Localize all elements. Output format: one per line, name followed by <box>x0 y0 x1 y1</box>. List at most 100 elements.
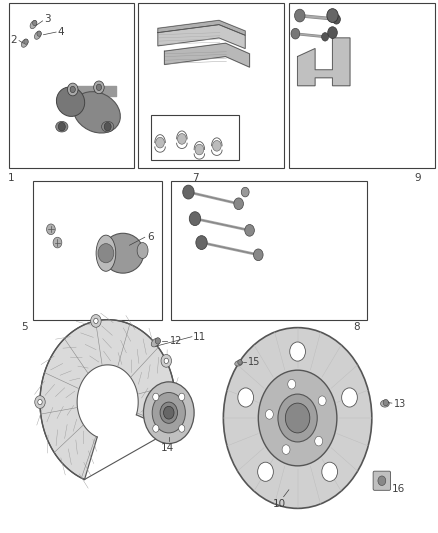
Circle shape <box>183 185 194 199</box>
Circle shape <box>290 342 305 361</box>
Circle shape <box>153 425 159 432</box>
Circle shape <box>67 83 78 96</box>
Ellipse shape <box>381 400 389 407</box>
Bar <box>151 115 239 160</box>
Text: 4: 4 <box>57 27 64 37</box>
Bar <box>289 3 435 168</box>
Text: 15: 15 <box>248 357 261 367</box>
Circle shape <box>58 123 65 131</box>
Ellipse shape <box>137 243 148 259</box>
FancyBboxPatch shape <box>373 471 391 490</box>
Circle shape <box>24 39 28 44</box>
Circle shape <box>195 144 204 155</box>
Circle shape <box>278 394 317 442</box>
Text: 7: 7 <box>192 173 198 183</box>
Circle shape <box>179 393 185 401</box>
Circle shape <box>152 392 185 433</box>
Ellipse shape <box>151 338 160 347</box>
Circle shape <box>322 462 338 481</box>
Circle shape <box>238 388 254 407</box>
Circle shape <box>328 27 337 38</box>
Circle shape <box>315 437 323 446</box>
Circle shape <box>38 399 42 405</box>
Circle shape <box>32 20 37 26</box>
Ellipse shape <box>30 21 37 29</box>
Bar <box>33 181 162 320</box>
Circle shape <box>245 224 254 236</box>
Circle shape <box>94 81 104 94</box>
Circle shape <box>288 379 296 389</box>
Circle shape <box>94 318 98 324</box>
Circle shape <box>96 84 102 91</box>
Circle shape <box>294 9 305 22</box>
Ellipse shape <box>57 87 85 116</box>
Circle shape <box>286 403 310 433</box>
Ellipse shape <box>73 92 120 133</box>
Text: 13: 13 <box>394 399 406 409</box>
Circle shape <box>161 354 172 367</box>
Circle shape <box>258 370 337 466</box>
Ellipse shape <box>35 31 41 39</box>
Polygon shape <box>40 320 175 480</box>
Bar <box>10 3 134 168</box>
Circle shape <box>321 33 328 41</box>
Circle shape <box>234 198 244 209</box>
Text: 11: 11 <box>193 332 206 342</box>
Circle shape <box>378 476 386 486</box>
Text: 6: 6 <box>147 232 154 243</box>
Circle shape <box>196 236 207 249</box>
Circle shape <box>70 86 75 93</box>
Circle shape <box>291 28 300 39</box>
Circle shape <box>189 212 201 225</box>
Circle shape <box>37 31 41 36</box>
Circle shape <box>342 388 357 407</box>
Circle shape <box>212 141 221 151</box>
Text: 16: 16 <box>392 484 405 494</box>
Circle shape <box>160 402 177 423</box>
Circle shape <box>144 382 194 443</box>
Circle shape <box>104 123 111 131</box>
Circle shape <box>318 396 326 406</box>
Ellipse shape <box>235 360 243 366</box>
Circle shape <box>46 224 55 235</box>
Circle shape <box>53 237 62 248</box>
Circle shape <box>241 187 249 197</box>
Text: 2: 2 <box>11 35 17 45</box>
Circle shape <box>153 393 159 401</box>
Text: 8: 8 <box>353 322 360 332</box>
Circle shape <box>155 338 160 344</box>
Polygon shape <box>158 25 245 49</box>
Circle shape <box>35 395 45 408</box>
Circle shape <box>163 406 174 419</box>
Circle shape <box>327 9 338 22</box>
Circle shape <box>164 358 169 364</box>
Circle shape <box>265 410 273 419</box>
Ellipse shape <box>102 122 114 132</box>
Polygon shape <box>164 43 250 67</box>
Text: 14: 14 <box>161 443 174 453</box>
Circle shape <box>155 138 164 148</box>
Polygon shape <box>158 20 245 35</box>
Ellipse shape <box>21 39 28 47</box>
Polygon shape <box>297 38 350 86</box>
Circle shape <box>282 445 290 454</box>
Text: 3: 3 <box>44 14 51 25</box>
Text: 12: 12 <box>170 336 183 346</box>
Text: 9: 9 <box>414 173 421 183</box>
Circle shape <box>223 328 372 508</box>
Circle shape <box>254 249 263 261</box>
Circle shape <box>383 399 389 406</box>
Circle shape <box>258 462 273 481</box>
Circle shape <box>332 14 340 24</box>
Circle shape <box>91 314 101 327</box>
Ellipse shape <box>56 122 68 132</box>
Text: 10: 10 <box>273 499 286 510</box>
Text: 1: 1 <box>8 173 15 183</box>
Ellipse shape <box>96 235 116 271</box>
Text: 5: 5 <box>21 322 28 332</box>
Bar <box>171 181 367 320</box>
Ellipse shape <box>102 233 144 273</box>
Circle shape <box>179 425 185 432</box>
Circle shape <box>177 134 186 144</box>
Circle shape <box>238 360 242 365</box>
